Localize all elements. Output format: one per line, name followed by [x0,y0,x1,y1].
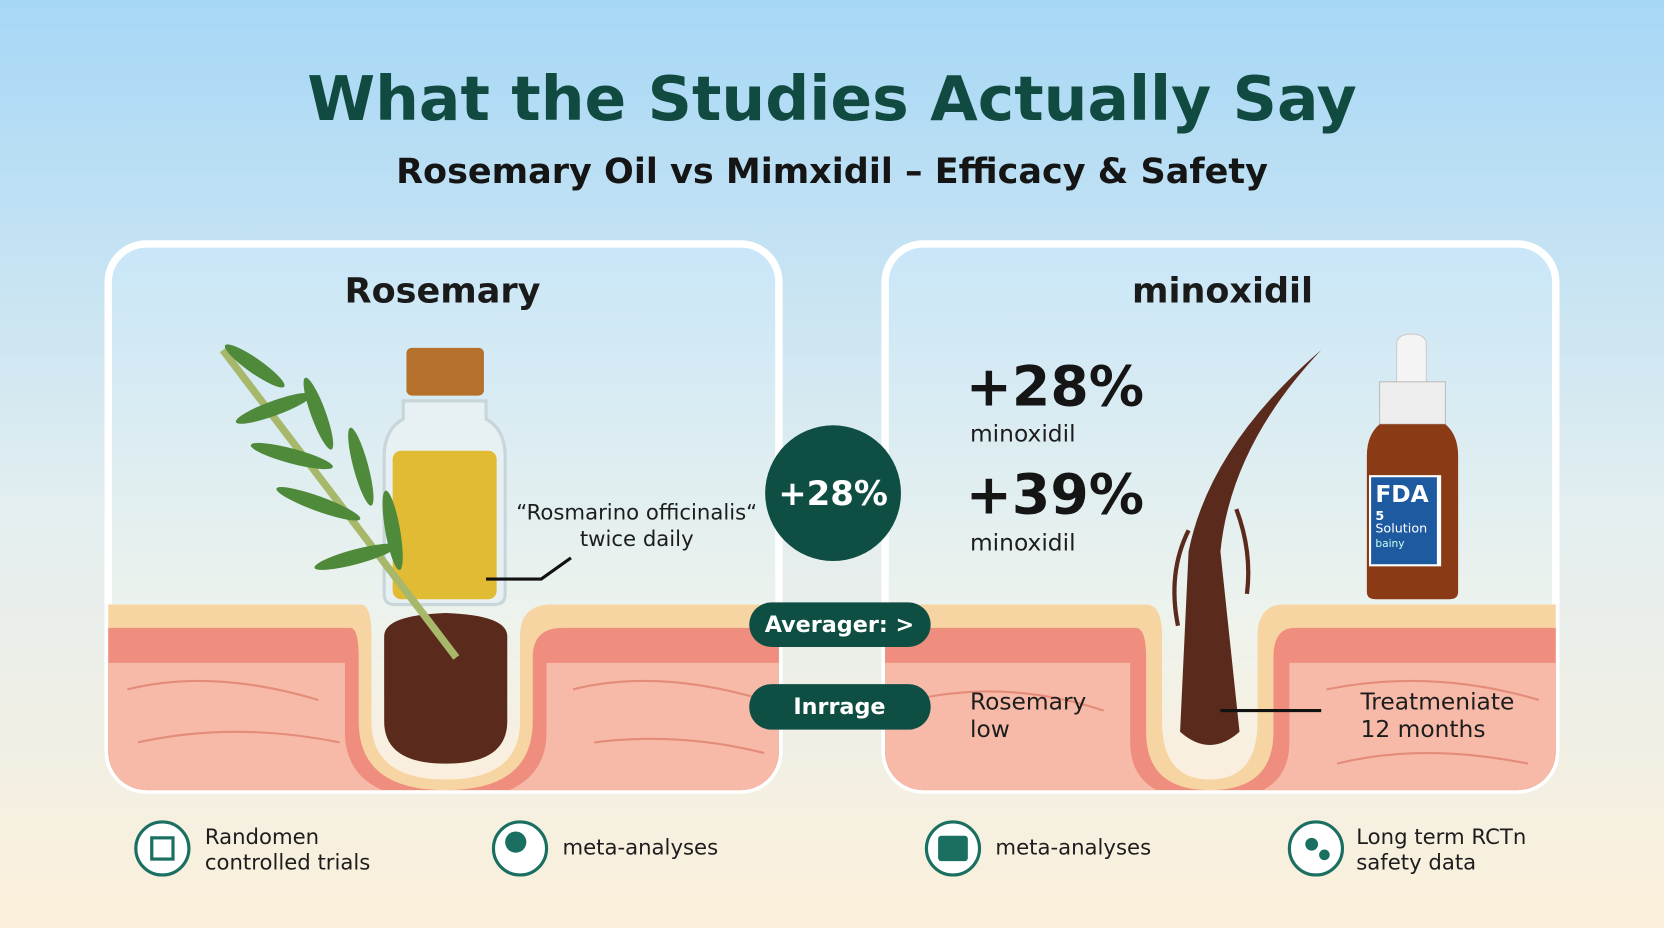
decoration [134,820,191,877]
badge: +28% [778,474,888,514]
stat-label: minoxidil [970,419,1076,447]
bottle-label: bainy [1375,538,1404,550]
decoration [108,662,779,791]
title: What the Studies Actually Say [307,63,1357,135]
stat-value: +28% [966,355,1144,419]
decoration [765,425,901,562]
footer-text: meta-analyses [562,835,718,860]
footer-text: meta-analyses [995,835,1151,860]
decoration [276,487,361,521]
bottle-label: FDA [1375,480,1428,508]
decoration [1319,849,1330,861]
right-panel: minoxidil +28% minoxidil +39% minoxidil … [881,240,1560,794]
group [108,604,779,791]
decoration [250,442,333,470]
decoration [384,613,508,764]
decoration [486,556,572,581]
decoration [1396,333,1427,385]
footer-text: Randomen [205,825,319,850]
decoration [505,831,527,853]
panel-title: Rosemary [345,272,541,312]
note: Treatmeniate [1359,688,1514,716]
decoration [303,377,334,450]
panel-title: minoxidil [1132,272,1313,312]
bottle-label: 5 [1375,509,1384,524]
decoration [1371,477,1437,565]
decoration [127,679,765,755]
decoration [392,450,497,600]
group [885,604,1556,791]
decoration [235,392,312,424]
decoration [749,602,931,647]
decoration [406,347,484,396]
left-panel: Rosemary “Rosmarino officinalis“ twice d… [104,240,783,794]
decoration [314,543,397,570]
decoration [150,836,175,861]
decoration [1379,381,1446,425]
pill: Inrrage [793,694,885,720]
annotation: twice daily [580,527,694,552]
footer-text: controlled trials [205,850,371,875]
decoration [224,344,285,388]
footer-text: safety data [1356,850,1476,875]
note: low [970,715,1010,743]
note: 12 months [1360,715,1485,743]
decoration [348,427,374,506]
decoration [1172,508,1251,627]
annotation: “Rosmarino officinalis“ [516,500,757,525]
bottle-label: Solution [1375,522,1427,537]
pill: Averager: > [765,612,914,638]
decoration [749,684,931,730]
decoration [219,347,460,660]
stat-label: minoxidil [970,529,1076,557]
center: +28% Averager: > Inrrage [749,425,931,730]
decoration [1305,837,1319,851]
group [224,344,403,570]
footer-text: Long term RCTn [1356,825,1526,850]
stat-value: +39% [966,464,1144,528]
decoration [1180,349,1322,746]
subtitle: Rosemary Oil vs Mimxidil – Efficacy & Sa… [396,152,1268,192]
decoration [938,835,968,862]
decoration [382,490,403,570]
footer: Randomen controlled trials meta-analyses… [134,820,1526,877]
note: Rosemary [970,688,1087,716]
decoration [912,679,1540,765]
